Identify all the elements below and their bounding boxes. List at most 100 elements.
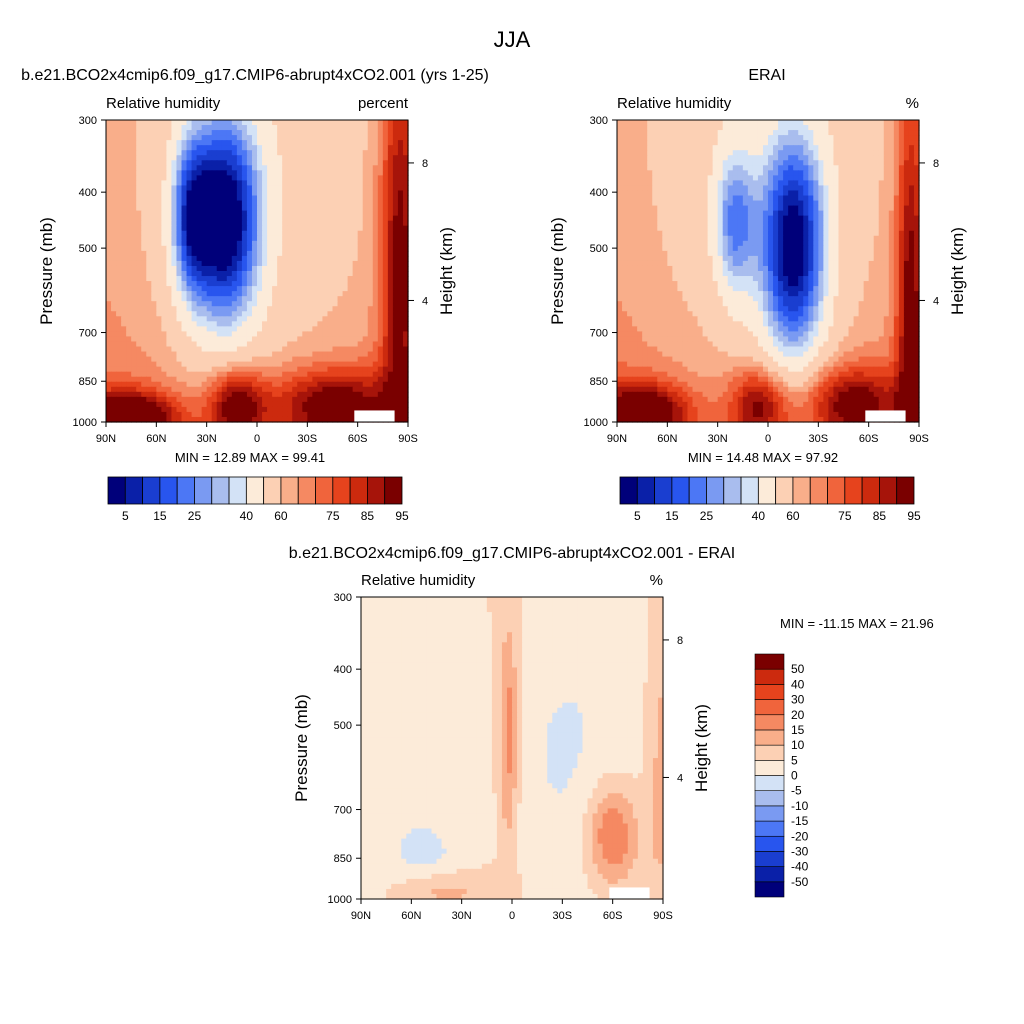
contour-cell: [863, 190, 870, 197]
contour-cell: [637, 230, 643, 237]
contour-cell: [747, 180, 754, 187]
contour-cell: [362, 276, 369, 282]
contour-cell: [853, 145, 860, 151]
contour-cell: [181, 331, 188, 338]
contour-cell: [352, 341, 359, 348]
contour-cell: [262, 220, 268, 227]
contour-cell: [226, 125, 233, 131]
contour-cell: [292, 225, 298, 232]
contour-cell: [292, 170, 298, 176]
contour-cell: [221, 341, 228, 348]
contour-cell: [251, 336, 258, 343]
contour-cell: [126, 150, 132, 156]
contour-cell: [176, 281, 183, 287]
contour-cell: [131, 200, 137, 207]
contour-cell: [176, 265, 183, 272]
contour-cell: [773, 135, 779, 141]
contour-cell: [327, 346, 334, 353]
contour-cell: [778, 130, 784, 136]
contour-cell: [878, 190, 885, 197]
contour-cell: [717, 190, 724, 197]
contour-cell: [717, 130, 724, 136]
y-tick-label: 400: [79, 187, 97, 199]
contour-cell: [727, 150, 734, 156]
contour-cell: [878, 180, 885, 187]
contour-cell: [692, 210, 699, 217]
contour-cell: [121, 210, 127, 217]
contour-cell: [272, 155, 278, 161]
contour-cell: [727, 165, 734, 171]
contour-cell: [717, 195, 724, 202]
contour-cell: [191, 381, 198, 388]
contour-cell: [858, 195, 865, 202]
contour-cell: [372, 180, 379, 187]
contour-cell: [292, 376, 298, 383]
contour-cell: [257, 341, 263, 348]
contour-cell: [131, 336, 137, 343]
contour-cell: [813, 135, 819, 141]
contour-cell: [642, 185, 648, 192]
contour-cell: [161, 301, 167, 307]
contour-cell: [211, 160, 218, 166]
contour-cell: [808, 170, 814, 176]
contour-cell: [652, 175, 658, 181]
contour-cell: [672, 210, 678, 217]
contour-cell: [752, 180, 759, 187]
contour-cell: [201, 130, 208, 136]
contour-cell: [377, 341, 384, 348]
contour-cell: [166, 155, 173, 161]
contour-cell: [156, 120, 162, 126]
contour-cell: [161, 276, 167, 282]
contour-cell: [342, 195, 349, 202]
contour-cell: [893, 195, 900, 202]
contour-cell: [262, 260, 268, 267]
contour-cell: [257, 255, 263, 262]
contour-cell: [136, 180, 142, 187]
contour-cell: [216, 155, 223, 161]
contour-cell: [898, 170, 905, 176]
contour-cell: [186, 281, 193, 287]
contour-cell: [893, 125, 900, 131]
contour-cell: [908, 120, 915, 126]
contour-cell: [392, 225, 399, 232]
contour-cell: [282, 321, 288, 327]
contour-cell: [742, 190, 749, 197]
contour-cell: [317, 346, 324, 353]
contour-cell: [833, 200, 840, 207]
contour-cell: [682, 180, 689, 187]
contour-cell: [392, 265, 399, 272]
contour-cell: [257, 346, 263, 353]
contour-cell: [161, 215, 167, 222]
contour-cell: [201, 291, 208, 297]
contour-cell: [632, 125, 638, 131]
contour-cell: [863, 200, 870, 207]
contour-cell: [632, 215, 638, 222]
contour-cell: [647, 120, 653, 126]
contour-cell: [121, 296, 127, 302]
contour-cell: [402, 271, 409, 277]
contour-cell: [357, 175, 364, 181]
contour-cell: [136, 255, 142, 262]
contour-cell: [392, 140, 399, 146]
contour-cell: [657, 215, 663, 222]
contour-cell: [642, 225, 648, 232]
contour-cell: [317, 150, 324, 156]
contour-cell: [231, 331, 238, 338]
contour-cell: [773, 225, 779, 232]
contour-cell: [803, 125, 809, 131]
contour-cell: [236, 396, 243, 403]
contour-cell: [181, 281, 188, 287]
contour-cell: [216, 200, 223, 207]
contour-cell: [858, 145, 865, 151]
contour-cell: [116, 291, 122, 297]
contour-cell: [722, 155, 729, 161]
contour-cell: [362, 316, 369, 322]
contour-cell: [136, 396, 142, 403]
contour-cell: [672, 170, 678, 176]
contour-cell: [166, 341, 173, 348]
contour-cell: [818, 220, 824, 227]
contour-cell: [206, 260, 213, 267]
contour-cell: [161, 306, 167, 312]
contour-cell: [392, 276, 399, 282]
